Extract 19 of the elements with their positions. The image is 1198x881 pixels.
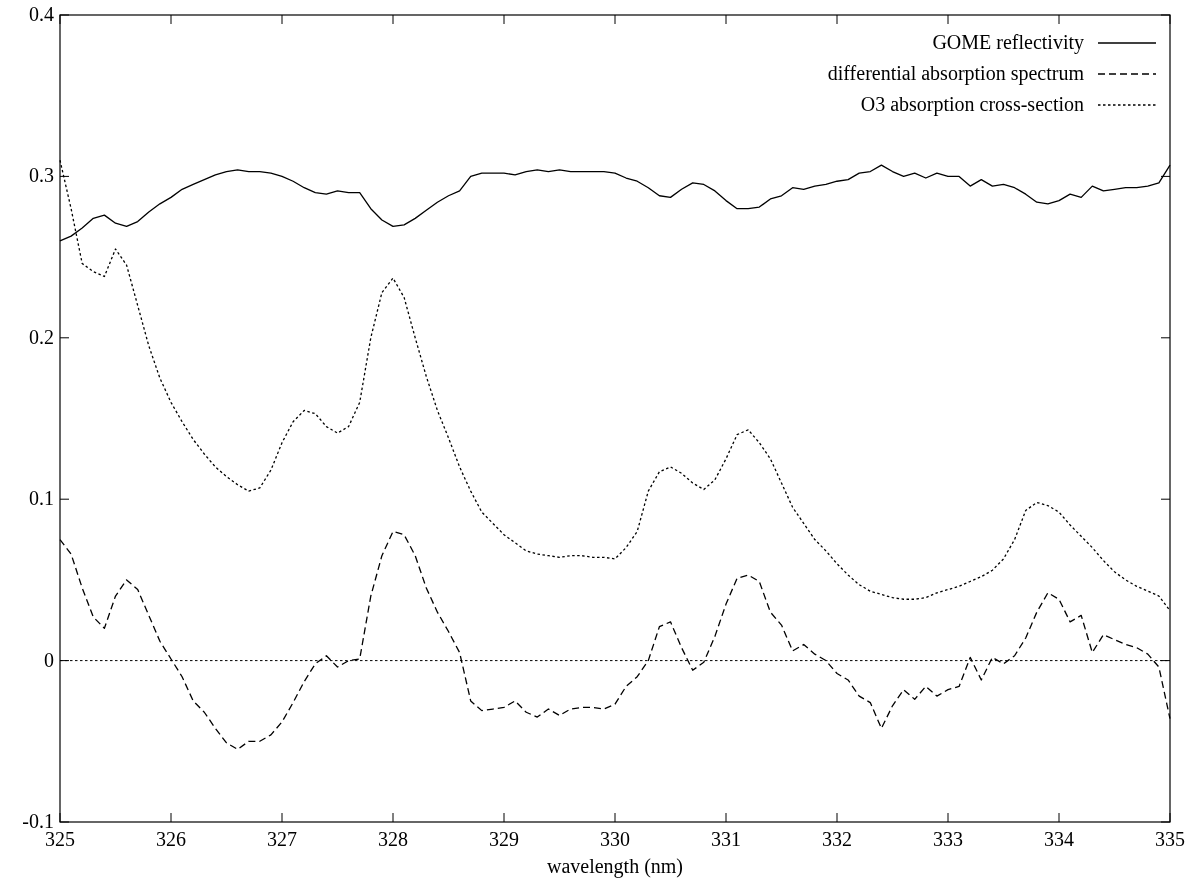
x-tick-label: 333	[933, 828, 963, 850]
legend-label: O3 absorption cross-section	[860, 93, 1084, 116]
x-tick-label: 334	[1044, 828, 1074, 850]
x-tick-label: 332	[822, 828, 852, 850]
x-tick-label: 329	[489, 828, 519, 850]
x-tick-label: 331	[711, 828, 741, 850]
legend-label: differential absorption spectrum	[827, 62, 1085, 85]
legend-label: GOME reflectivity	[932, 31, 1084, 54]
y-tick-label: 0.1	[29, 487, 54, 510]
y-tick-label: 0	[44, 648, 54, 671]
x-axis-title: wavelength (nm)	[546, 855, 684, 878]
x-tick-label: 326	[156, 828, 186, 850]
y-tick-label: 0.4	[29, 3, 54, 25]
y-tick-label: 0.2	[29, 325, 54, 348]
x-tick-label: 328	[378, 828, 408, 850]
x-tick-label: 335	[1155, 828, 1185, 850]
y-tick-label: 0.3	[29, 164, 54, 187]
x-tick-label: 327	[267, 828, 297, 850]
x-tick-label: 330	[600, 828, 630, 850]
